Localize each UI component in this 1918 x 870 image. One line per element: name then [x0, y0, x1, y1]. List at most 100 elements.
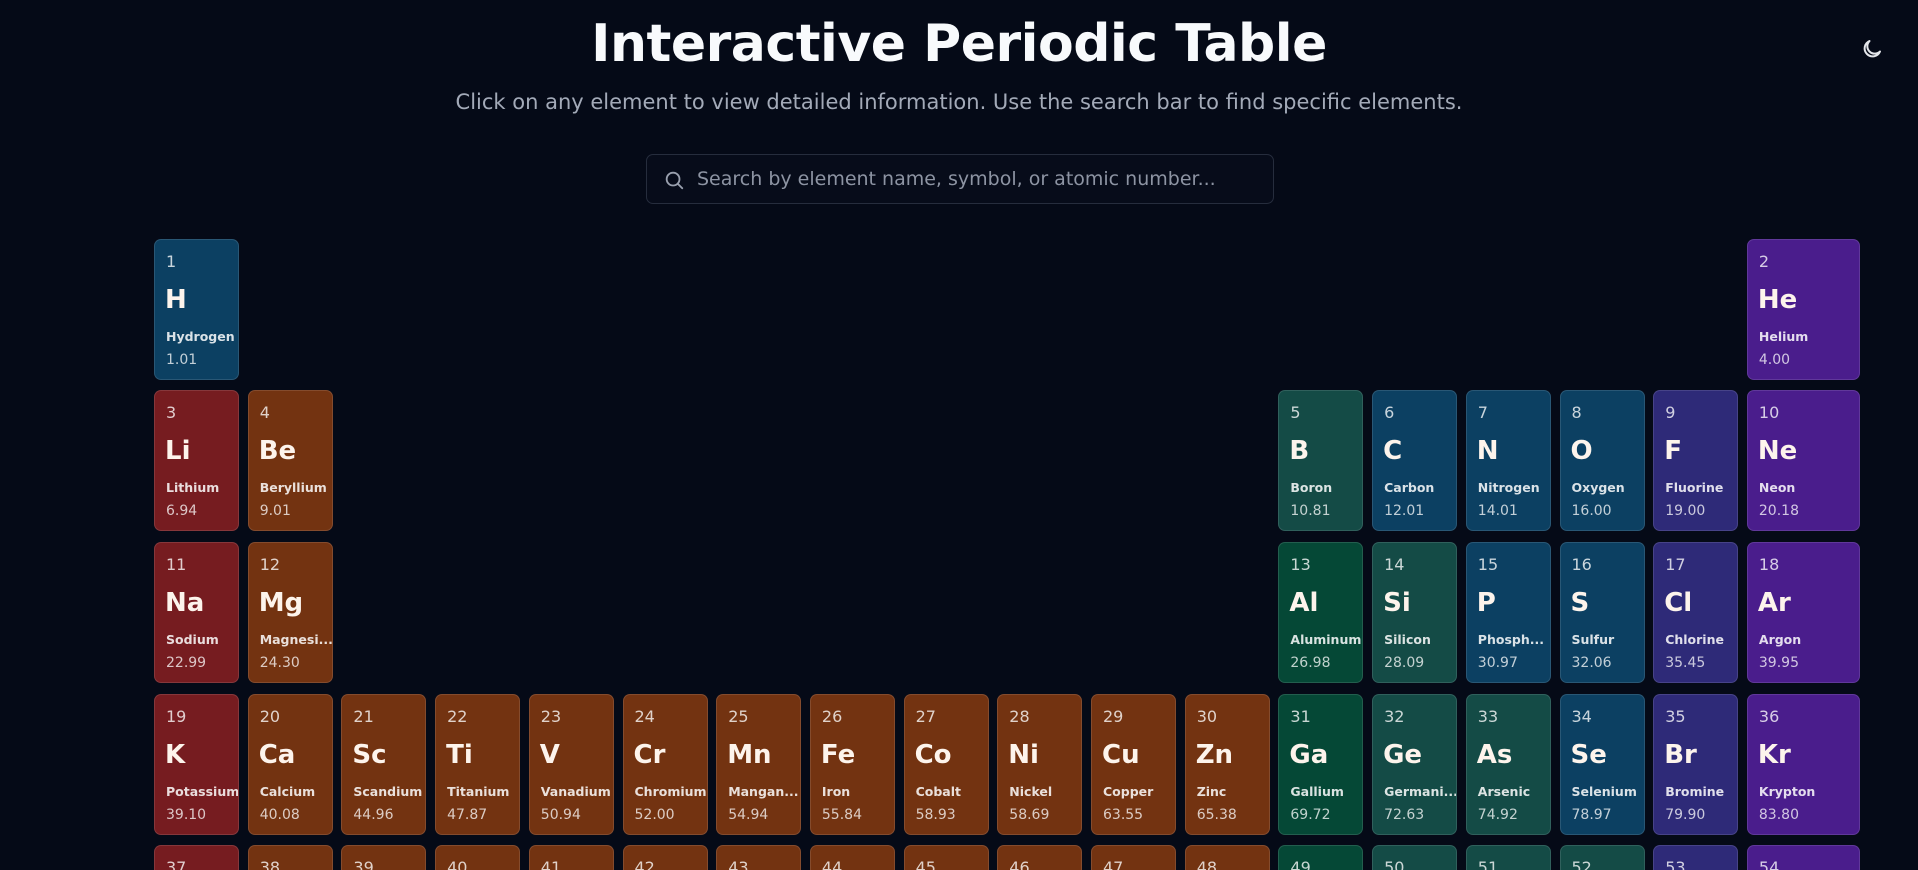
element-tile[interactable]: 39: [341, 845, 427, 870]
atomic-mass: 39.95: [1758, 654, 1799, 671]
element-tile[interactable]: 24 Cr Chromium 52.00: [622, 693, 708, 835]
element-name: Scandium: [353, 783, 423, 799]
atomic-number: 41: [540, 858, 562, 870]
element-tile[interactable]: 50: [1372, 845, 1458, 870]
atomic-number: 24: [634, 706, 655, 726]
element-tile[interactable]: 45: [903, 845, 989, 870]
element-tile[interactable]: 8 O Oxygen 16.00: [1559, 390, 1645, 532]
search-bar[interactable]: Search by element name, symbol, or atomi…: [646, 154, 1274, 204]
element-tile[interactable]: 6 C Carbon 12.01: [1372, 390, 1458, 532]
atomic-mass: 79.90: [1665, 806, 1706, 823]
element-tile[interactable]: 29 Cu Copper 63.55: [1091, 693, 1176, 835]
element-tile[interactable]: 11 Na Sodium 22.99: [154, 541, 239, 683]
element-tile[interactable]: 10 Ne Neon 20.18: [1746, 390, 1860, 532]
element-tile[interactable]: 25 Mn Mangan... 54.94: [716, 693, 802, 835]
element-tile[interactable]: 3 Li Lithium 6.94: [154, 390, 239, 532]
atomic-mass: 69.72: [1290, 806, 1331, 823]
element-name: Nickel: [1009, 783, 1053, 799]
element-tile[interactable]: 30 Zn Zinc 65.38: [1184, 693, 1270, 835]
element-tile[interactable]: 54: [1746, 845, 1860, 870]
element-tile[interactable]: 18 Ar Argon 39.95: [1746, 541, 1860, 683]
atomic-number: 51: [1477, 858, 1499, 870]
element-tile[interactable]: 53: [1653, 845, 1739, 870]
element-tile[interactable]: 33 As Arsenic 74.92: [1465, 693, 1551, 835]
element-tile[interactable]: 13 Al Aluminum 26.98: [1278, 541, 1364, 683]
element-tile[interactable]: 19 K Potassium 39.10: [154, 693, 239, 835]
atomic-number: 44: [821, 858, 843, 870]
element-tile[interactable]: 15 P Phosph... 30.97: [1465, 541, 1551, 683]
element-name: Krypton: [1758, 783, 1816, 799]
element-symbol: Ni: [1008, 739, 1039, 770]
element-tile[interactable]: 52: [1559, 845, 1645, 870]
element-symbol: Be: [258, 436, 297, 467]
atomic-number: 52: [1571, 858, 1592, 870]
element-tile[interactable]: 2 He Helium 4.00: [1746, 238, 1860, 380]
element-tile[interactable]: 17 Cl Chlorine 35.45: [1653, 541, 1739, 683]
element-tile[interactable]: 21 Sc Scandium 44.96: [341, 693, 427, 835]
atomic-mass: 72.63: [1384, 806, 1425, 823]
element-tile[interactable]: 35 Br Bromine 79.90: [1653, 693, 1739, 835]
element-tile[interactable]: 48: [1184, 845, 1270, 870]
element-symbol: V: [539, 739, 560, 770]
theme-toggle[interactable]: [1860, 37, 1884, 61]
element-tile[interactable]: 49: [1278, 845, 1364, 870]
atomic-mass: 4.00: [1758, 351, 1791, 368]
atomic-mass: 39.10: [166, 806, 207, 823]
element-tile[interactable]: 9 F Fluorine 19.00: [1653, 390, 1739, 532]
element-tile[interactable]: 28 Ni Nickel 58.69: [997, 693, 1083, 835]
atomic-mass: 47.87: [447, 806, 488, 823]
element-tile[interactable]: 41: [528, 845, 614, 870]
element-symbol: Co: [914, 739, 952, 770]
element-tile[interactable]: 32 Ge Germani... 72.63: [1372, 693, 1458, 835]
element-tile[interactable]: 51: [1465, 845, 1551, 870]
element-name: Sodium: [166, 631, 219, 647]
element-tile[interactable]: 5 B Boron 10.81: [1278, 390, 1364, 532]
element-tile[interactable]: 23 V Vanadium 50.94: [528, 693, 614, 835]
element-tile[interactable]: 12 Mg Magnesi... 24.30: [247, 541, 333, 683]
atomic-mass: 65.38: [1196, 806, 1237, 823]
atomic-number: 1: [166, 251, 177, 271]
element-tile[interactable]: 36 Kr Krypton 83.80: [1746, 693, 1860, 835]
element-tile[interactable]: 42: [622, 845, 708, 870]
element-tile[interactable]: 14 Si Silicon 28.09: [1372, 541, 1458, 683]
element-symbol: Ti: [446, 739, 473, 770]
element-symbol: C: [1383, 436, 1403, 467]
element-name: Vanadium: [540, 783, 611, 799]
atomic-number: 35: [1665, 706, 1686, 726]
atomic-mass: 52.00: [634, 806, 675, 823]
atomic-mass: 16.00: [1571, 503, 1612, 520]
atomic-number: 11: [166, 554, 187, 574]
element-tile[interactable]: 31 Ga Gallium 69.72: [1278, 693, 1364, 835]
element-tile[interactable]: 7 N Nitrogen 14.01: [1465, 390, 1551, 532]
atomic-mass: 58.69: [1009, 806, 1050, 823]
element-tile[interactable]: 37: [154, 845, 239, 870]
element-tile[interactable]: 26 Fe Iron 55.84: [809, 693, 895, 835]
atomic-number: 14: [1384, 554, 1405, 574]
atomic-mass: 9.01: [259, 503, 291, 520]
element-tile[interactable]: 44: [809, 845, 895, 870]
element-tile[interactable]: 40: [435, 845, 521, 870]
atomic-number: 30: [1196, 706, 1218, 726]
element-tile[interactable]: 22 Ti Titanium 47.87: [435, 693, 521, 835]
element-tile[interactable]: 27 Co Cobalt 58.93: [903, 693, 989, 835]
element-tile[interactable]: 34 Se Selenium 78.97: [1559, 693, 1645, 835]
element-symbol: Si: [1383, 587, 1411, 618]
atomic-number: 43: [728, 858, 749, 870]
element-name: Zinc: [1196, 783, 1227, 799]
element-tile[interactable]: 47: [1091, 845, 1176, 870]
element-tile[interactable]: 38: [247, 845, 333, 870]
element-tile[interactable]: 46: [997, 845, 1083, 870]
atomic-number: 26: [821, 706, 843, 726]
element-tile[interactable]: 1 H Hydrogen 1.01: [154, 238, 239, 380]
element-tile[interactable]: 16 S Sulfur 32.06: [1559, 541, 1645, 683]
element-tile[interactable]: 20 Ca Calcium 40.08: [247, 693, 333, 835]
atomic-number: 3: [166, 403, 177, 423]
atomic-mass: 40.08: [259, 806, 300, 823]
element-symbol: Kr: [1757, 739, 1791, 770]
element-symbol: N: [1476, 436, 1499, 467]
element-tile[interactable]: 43: [716, 845, 802, 870]
atomic-number: 54: [1758, 858, 1780, 870]
element-tile[interactable]: 4 Be Beryllium 9.01: [247, 390, 333, 532]
atomic-number: 15: [1477, 554, 1499, 574]
search-icon: [665, 171, 684, 190]
